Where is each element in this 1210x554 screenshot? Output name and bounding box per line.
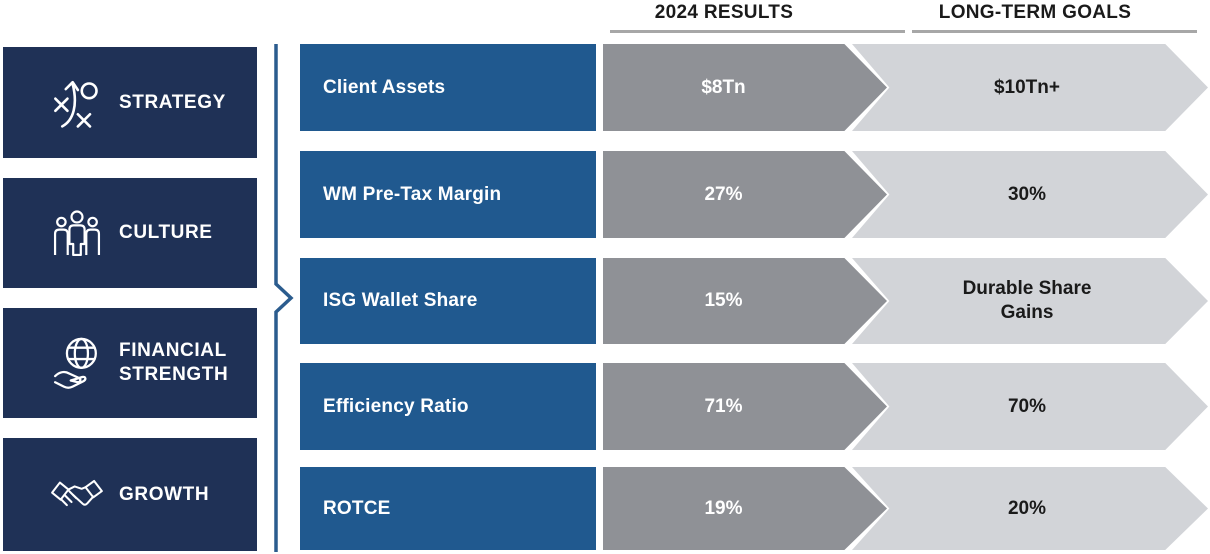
pillar-growth: GROWTH xyxy=(3,438,257,551)
result-arrow: 15% xyxy=(603,258,887,344)
metric-label: WM Pre-Tax Margin xyxy=(300,151,596,238)
goal-arrow: Durable Share Gains xyxy=(852,258,1208,344)
column-header-2024-results: 2024 RESULTS xyxy=(654,2,794,23)
result-arrow: 19% xyxy=(603,467,887,550)
goal-arrow: 70% xyxy=(852,363,1208,450)
financial-strength-icon xyxy=(49,335,105,391)
metric-row-wm-pretax-margin: WM Pre-Tax Margin 27% 30% xyxy=(0,151,1210,238)
metric-row-isg-wallet-share: ISG Wallet Share 15% Durable Share Gains xyxy=(0,258,1210,344)
goal-value: 30% xyxy=(1007,183,1047,205)
results-column-underline xyxy=(610,30,905,33)
metric-row-rotce: ROTCE 19% 20% xyxy=(0,467,1210,550)
result-arrow: 71% xyxy=(603,363,887,450)
metric-label: Efficiency Ratio xyxy=(300,363,596,450)
goal-value: $10Tn+ xyxy=(993,76,1060,98)
goals-column-underline xyxy=(912,30,1197,33)
metric-label: ISG Wallet Share xyxy=(300,258,596,344)
goal-value: 20% xyxy=(1007,497,1047,519)
goal-value: Durable Share Gains xyxy=(962,278,1092,323)
column-header-long-term-goals: LONG-TERM GOALS xyxy=(938,2,1132,23)
pillar-bracket xyxy=(274,44,294,552)
metric-row-efficiency-ratio: Efficiency Ratio 71% 70% xyxy=(0,363,1210,450)
culture-icon xyxy=(49,206,105,260)
metric-row-client-assets: Client Assets $8Tn $10Tn+ xyxy=(0,44,1210,131)
pillar-label: GROWTH xyxy=(119,483,210,505)
metric-label: Client Assets xyxy=(300,44,596,131)
pillar-financial-strength: FINANCIAL STRENGTH xyxy=(3,308,257,418)
growth-icon xyxy=(49,475,105,515)
pillar-label: STRATEGY xyxy=(119,91,226,113)
goal-arrow: 20% xyxy=(852,467,1208,550)
pillar-culture: CULTURE xyxy=(3,178,257,288)
goal-arrow: $10Tn+ xyxy=(852,44,1208,131)
result-arrow: $8Tn xyxy=(603,44,887,131)
result-arrow: 27% xyxy=(603,151,887,238)
goal-value: 70% xyxy=(1007,395,1047,417)
pillar-label: CULTURE xyxy=(119,222,213,244)
pillar-label: FINANCIAL STRENGTH xyxy=(119,340,229,385)
pillar-strategy: STRATEGY xyxy=(3,47,257,158)
metric-label: ROTCE xyxy=(300,467,596,550)
strategy-icon xyxy=(49,77,105,129)
goal-arrow: 30% xyxy=(852,151,1208,238)
